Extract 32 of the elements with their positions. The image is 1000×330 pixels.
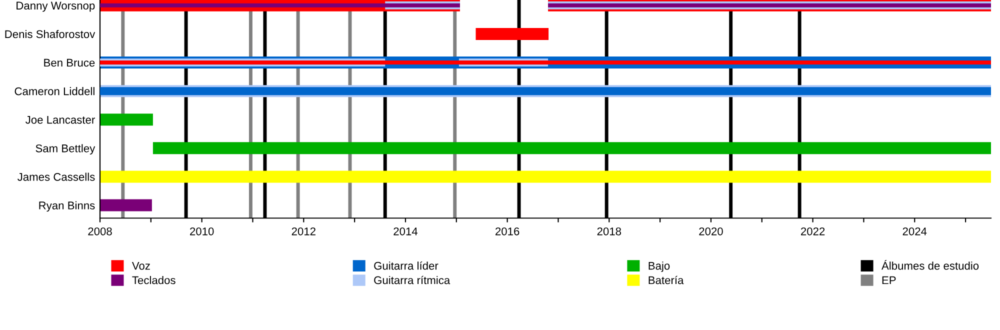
x-tick-label: 2008	[88, 227, 112, 236]
y-tick-label: James Cassells	[18, 172, 95, 181]
x-tick-label: 2020	[699, 227, 723, 236]
bar	[100, 60, 991, 65]
y-tick-label: Danny Worsnop	[16, 2, 95, 12]
x-tick-label: 2014	[394, 227, 418, 236]
x-tick-label: 2016	[496, 227, 520, 236]
x-tick-label: 2024	[902, 227, 927, 236]
y-tick-label: Ryan Binns	[39, 201, 95, 212]
bar	[100, 170, 991, 183]
bar	[100, 114, 153, 126]
legend-label: Teclados	[132, 276, 176, 284]
legend-label: Batería	[648, 276, 684, 284]
legend-label: Voz	[132, 262, 150, 270]
bar	[100, 3, 460, 8]
legend-label: Guitarra rítmica	[374, 276, 450, 284]
legend-label: Bajo	[648, 262, 670, 272]
x-tick-label: 2010	[190, 227, 214, 236]
x-tick-label: 2012	[292, 227, 316, 236]
bar	[476, 28, 549, 40]
legend-label: Guitarra líder	[374, 261, 438, 270]
y-tick-label: Ben Bruce	[44, 58, 95, 67]
x-tick-label: 2018	[597, 227, 622, 236]
legend-label: EP	[882, 276, 896, 284]
y-tick-label: Joe Lancaster	[26, 116, 95, 124]
bar	[152, 142, 991, 154]
x-tick-label: 2022	[801, 227, 825, 236]
y-tick-label: Sam Bettley	[36, 144, 96, 155]
y-tick-label: Denis Shaforostov	[5, 30, 96, 38]
y-tick-label: Cameron Liddell	[14, 87, 94, 96]
bar	[100, 199, 152, 212]
legend-label: Álbumes de estudio	[882, 260, 979, 270]
